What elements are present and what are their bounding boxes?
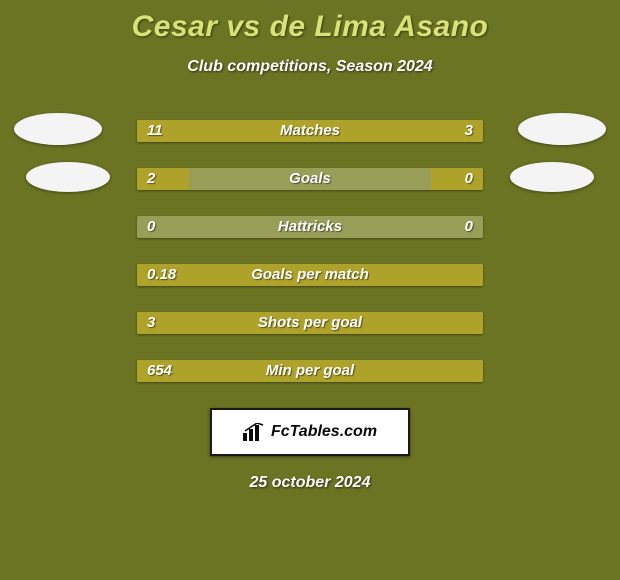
bar-row: 3 Shots per goal (137, 312, 483, 334)
bar-label: Goals per match (137, 264, 483, 286)
bar-label: Goals (137, 168, 483, 190)
chart-container: Cesar vs de Lima Asano Club competitions… (0, 0, 620, 580)
bar-label: Matches (137, 120, 483, 142)
source-badge-text: FcTables.com (271, 423, 377, 441)
page-title: Cesar vs de Lima Asano (0, 0, 620, 44)
comparison-rows: 11 Matches 3 2 Goals 0 0 Hattricks 0 0.1… (0, 120, 620, 382)
bar-row: 11 Matches 3 (137, 120, 483, 142)
source-badge[interactable]: FcTables.com (210, 408, 410, 456)
date-label: 25 october 2024 (0, 474, 620, 492)
player-left-avatar-1 (14, 113, 102, 145)
bar-label: Hattricks (137, 216, 483, 238)
bar-right-value: 0 (465, 168, 473, 190)
bar-row: 2 Goals 0 (137, 168, 483, 190)
bar-right-value: 3 (465, 120, 473, 142)
player-right-avatar-1 (518, 113, 606, 145)
subtitle: Club competitions, Season 2024 (0, 58, 620, 76)
chart-icon (243, 423, 265, 441)
bar-label: Shots per goal (137, 312, 483, 334)
bar-row: 654 Min per goal (137, 360, 483, 382)
bar-label: Min per goal (137, 360, 483, 382)
player-left-avatar-2 (26, 162, 110, 192)
bar-right-value: 0 (465, 216, 473, 238)
player-right-avatar-2 (510, 162, 594, 192)
bar-row: 0.18 Goals per match (137, 264, 483, 286)
bar-row: 0 Hattricks 0 (137, 216, 483, 238)
